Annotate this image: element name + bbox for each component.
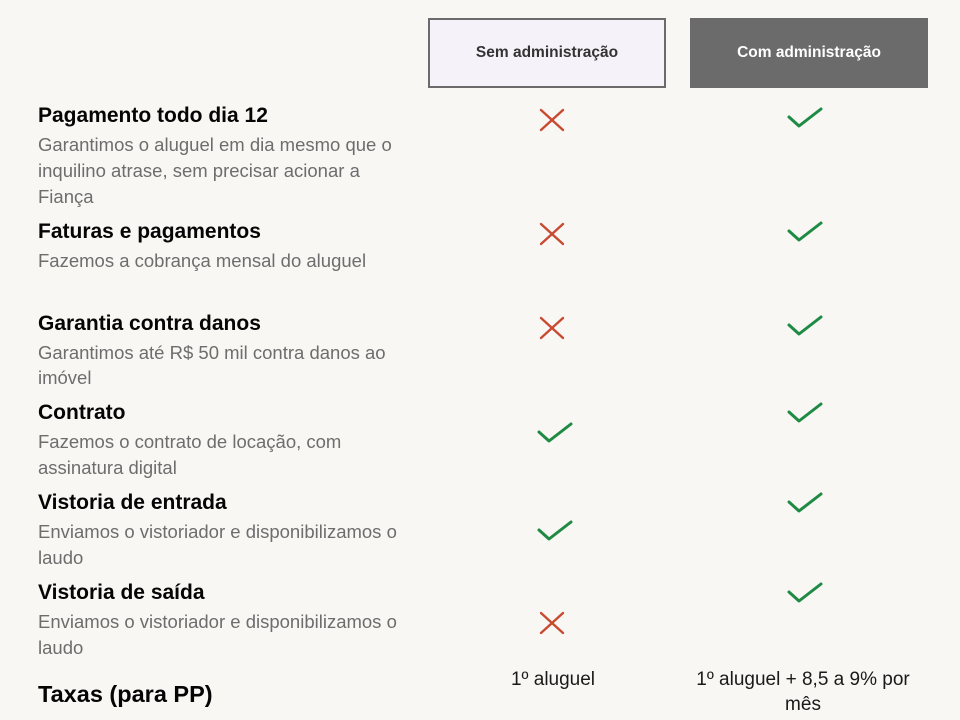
feature-col1 [428, 481, 678, 571]
feature-text: Garantia contra danos Garantimos até R$ … [38, 274, 428, 392]
feature-col2 [678, 481, 928, 571]
feature-desc: Fazemos o contrato de locação, com assin… [38, 429, 408, 481]
feature-desc: Fazemos a cobrança mensal do aluguel [38, 248, 408, 274]
check-icon [785, 581, 821, 609]
fees-col2-text: 1º aluguel + 8,5 a 9% por mês [696, 669, 909, 716]
feature-title: Pagamento todo dia 12 [38, 104, 408, 128]
column-header-label: Com administração [737, 44, 881, 62]
feature-title: Faturas e pagamentos [38, 220, 408, 244]
cross-icon [535, 314, 571, 342]
feature-text: Vistoria de saída Enviamos o vistoriador… [38, 571, 428, 661]
feature-desc: Enviamos o vistoriador e disponibilizamo… [38, 519, 408, 571]
feature-desc: Enviamos o vistoriador e disponibilizamo… [38, 609, 408, 661]
column-header-with-admin: Com administração [690, 18, 928, 88]
feature-col2 [678, 391, 928, 481]
fees-col2: 1º aluguel + 8,5 a 9% por mês [678, 661, 928, 718]
feature-col1 [428, 88, 678, 210]
feature-col1 [428, 210, 678, 274]
feature-col2 [678, 88, 928, 210]
check-icon [785, 314, 821, 342]
cross-icon [535, 106, 571, 134]
feature-text: Vistoria de entrada Enviamos o vistoriad… [38, 481, 428, 571]
column-header-label: Sem administração [476, 44, 618, 62]
feature-desc: Garantimos o aluguel em dia mesmo que o … [38, 132, 408, 210]
feature-col1 [428, 391, 678, 481]
feature-col2 [678, 274, 928, 392]
check-icon [785, 220, 821, 248]
fees-col1-text: 1º aluguel [511, 669, 595, 690]
comparison-table: Sem administração Com administração Paga… [38, 0, 958, 718]
fees-col1: 1º aluguel [428, 661, 678, 718]
cross-icon [535, 220, 571, 248]
column-header-no-admin: Sem administração [428, 18, 666, 88]
header-spacer [38, 18, 428, 88]
feature-col2 [678, 210, 928, 274]
feature-text: Contrato Fazemos o contrato de locação, … [38, 391, 428, 481]
fees-title: Taxas (para PP) [38, 661, 428, 718]
feature-col1 [428, 274, 678, 392]
check-icon [785, 491, 821, 519]
feature-text: Faturas e pagamentos Fazemos a cobrança … [38, 210, 428, 274]
check-icon [535, 421, 571, 449]
cross-icon [535, 609, 571, 637]
feature-title: Contrato [38, 401, 408, 425]
check-icon [785, 106, 821, 134]
check-icon [535, 519, 571, 547]
feature-col2 [678, 571, 928, 661]
feature-col1 [428, 571, 678, 661]
feature-title: Vistoria de saída [38, 581, 408, 605]
feature-title: Vistoria de entrada [38, 491, 408, 515]
check-icon [785, 401, 821, 429]
feature-text: Pagamento todo dia 12 Garantimos o alugu… [38, 88, 428, 210]
feature-title: Garantia contra danos [38, 312, 408, 336]
feature-desc: Garantimos até R$ 50 mil contra danos ao… [38, 340, 408, 392]
